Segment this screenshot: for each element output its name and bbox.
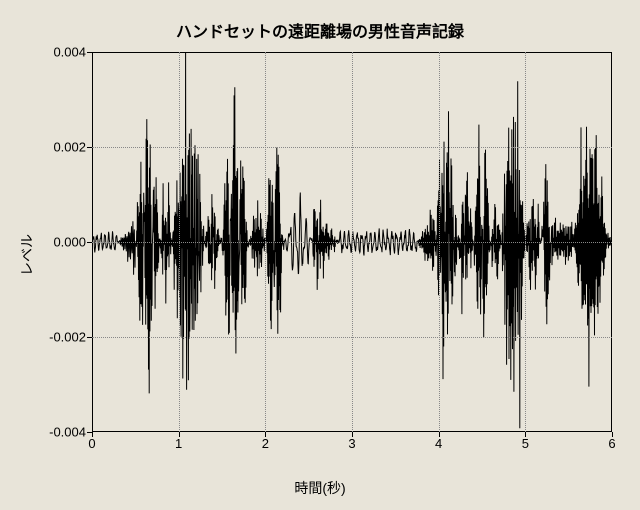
- x-tick-label: 2: [262, 432, 269, 451]
- y-tick-label: -0.004: [49, 425, 92, 440]
- x-tick-label: 5: [522, 432, 529, 451]
- y-tick-label: -0.002: [49, 330, 92, 345]
- plot-area: -0.004-0.0020.0000.0020.0040123456: [92, 52, 612, 432]
- x-tick-label: 4: [435, 432, 442, 451]
- gridline-vertical: [439, 52, 440, 432]
- gridline-vertical: [352, 52, 353, 432]
- y-axis-label: レベル: [17, 234, 37, 276]
- y-tick-label: 0.002: [53, 140, 92, 155]
- x-tick-label: 0: [88, 432, 95, 451]
- x-tick-label: 3: [348, 432, 355, 451]
- chart-page: { "chart": { "type": "line", "title": "ハ…: [0, 0, 640, 510]
- y-tick-label: 0.004: [53, 45, 92, 60]
- x-tick-label: 6: [608, 432, 615, 451]
- gridline-vertical: [265, 52, 266, 432]
- gridline-vertical: [525, 52, 526, 432]
- y-tick-label: 0.000: [53, 235, 92, 250]
- x-axis-label: 時間(秒): [0, 478, 640, 498]
- gridline-vertical: [179, 52, 180, 432]
- x-tick-label: 1: [175, 432, 182, 451]
- chart-title: ハンドセットの遠距離場の男性音声記録: [0, 18, 640, 42]
